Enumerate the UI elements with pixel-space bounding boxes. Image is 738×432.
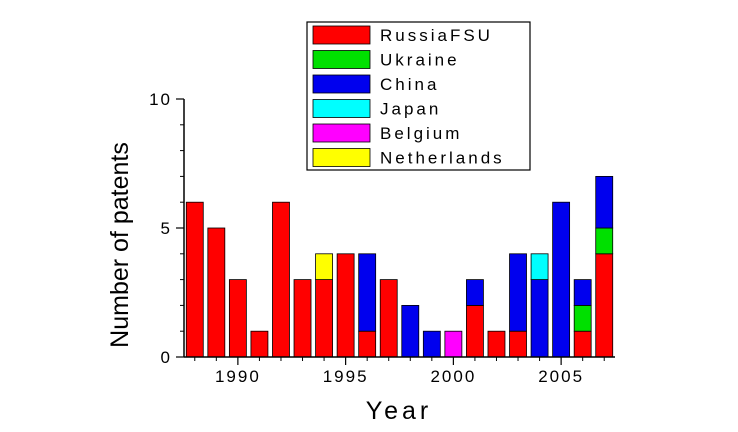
legend: RussiaFSU Ukraine China Japan Belgium Netherl… <box>306 21 531 171</box>
bar-china-1998 <box>401 304 420 358</box>
y-tick-label: 10 <box>149 90 172 109</box>
bar-russiafsu-2002 <box>487 330 506 358</box>
y-axis-title: Number of patents <box>106 142 134 348</box>
bar-ukraine-2007 <box>595 227 614 255</box>
x-tick-label: 1995 <box>323 367 369 386</box>
legend-swatch-china <box>312 74 371 94</box>
x-tick-label: 2000 <box>430 367 476 386</box>
x-tick-label: 2005 <box>538 367 584 386</box>
bar-russiafsu-1991 <box>250 330 269 358</box>
bar-russiafsu-2003 <box>509 330 527 358</box>
legend-label-russiafsu: RussiaFSU <box>380 26 493 45</box>
y-tick-label: 5 <box>161 219 172 238</box>
bar-china-1996 <box>358 253 377 332</box>
bar-belgium-2000 <box>444 330 463 358</box>
bar-russiafsu-2006 <box>573 330 592 358</box>
x-axis-title: Year <box>366 397 433 425</box>
bar-china-2001 <box>466 279 484 306</box>
bar-china-2007 <box>595 175 614 229</box>
bar-russiafsu-1994 <box>315 279 333 358</box>
bar-china-2004 <box>530 279 549 358</box>
legend-swatch-japan <box>312 99 371 118</box>
y-tick-label: 0 <box>161 348 172 367</box>
legend-label-belgium: Belgium <box>380 124 462 143</box>
bar-russiafsu-2007 <box>595 253 614 358</box>
bar-japan-2004 <box>530 253 549 281</box>
legend-swatch-netherlands <box>312 148 371 167</box>
legend-swatch-ukraine <box>312 50 371 69</box>
bars-layer <box>185 175 614 358</box>
bar-china-1999 <box>422 330 441 358</box>
legend-swatch-belgium <box>312 123 371 143</box>
bar-netherlands-1994 <box>315 253 333 281</box>
x-tick-label: 1990 <box>215 367 261 386</box>
bar-russiafsu-1990 <box>228 279 247 358</box>
bar-russiafsu-1995 <box>336 253 355 358</box>
bar-russiafsu-1988 <box>185 201 204 358</box>
bar-ukraine-2006 <box>573 304 592 332</box>
bar-china-2003 <box>509 253 527 332</box>
bar-russiafsu-1993 <box>293 279 312 358</box>
legend-swatch-russiafsu <box>312 25 371 45</box>
bar-russiafsu-1997 <box>379 279 398 358</box>
bar-china-2006 <box>573 279 592 306</box>
legend-label-japan: Japan <box>380 100 441 119</box>
legend-label-ukraine: Ukraine <box>380 51 460 70</box>
legend-label-netherlands: Netherlands <box>380 149 505 168</box>
ticks-layer: 0 5 10 1990 1995 2000 2005 <box>149 90 605 386</box>
bar-russiafsu-1992 <box>272 201 290 358</box>
legend-items: RussiaFSU Ukraine China Japan Belgium Netherl… <box>312 25 505 168</box>
bar-china-2005 <box>552 201 571 358</box>
bar-russiafsu-1989 <box>207 227 226 358</box>
bar-russiafsu-1996 <box>358 330 377 358</box>
legend-label-china: China <box>380 75 439 94</box>
legend-frame <box>306 21 531 171</box>
bar-russiafsu-2001 <box>466 304 484 358</box>
